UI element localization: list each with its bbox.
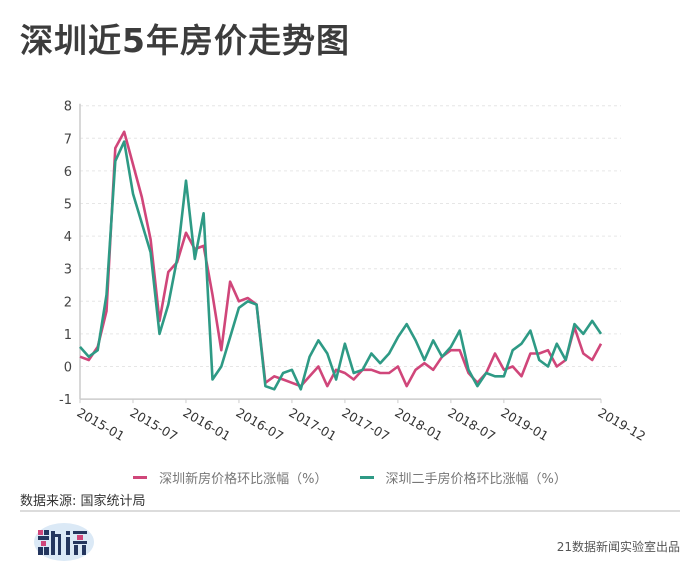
axes bbox=[79, 103, 601, 400]
second-hand-line bbox=[79, 140, 603, 391]
svg-text:8: 8 bbox=[64, 100, 72, 115]
svg-text:2019-01: 2019-01 bbox=[498, 405, 551, 444]
svg-text:-1: -1 bbox=[59, 393, 72, 408]
svg-text:2015-01: 2015-01 bbox=[75, 405, 128, 444]
legend-item-new-house[interactable]: 深圳新房价格环比涨幅（%） bbox=[133, 468, 328, 487]
legend-swatch-icon bbox=[359, 476, 374, 479]
svg-text:6: 6 bbox=[64, 165, 72, 180]
svg-text:2015-07: 2015-07 bbox=[127, 405, 180, 444]
y-axis-ticks: -1 0 1 2 3 4 5 6 7 8 bbox=[59, 100, 72, 408]
x-axis-ticks: 2015-01 2015-07 2016-01 2016-07 2017-01 2017-… bbox=[75, 399, 649, 444]
svg-text:2017-07: 2017-07 bbox=[339, 405, 392, 444]
svg-text:2018-07: 2018-07 bbox=[445, 405, 498, 444]
svg-text:5: 5 bbox=[64, 198, 72, 213]
svg-text:2016-07: 2016-07 bbox=[233, 405, 286, 444]
svg-text:2018-01: 2018-01 bbox=[392, 405, 445, 444]
svg-text:2: 2 bbox=[64, 295, 72, 310]
new-house-line bbox=[79, 130, 603, 388]
svg-text:2016-01: 2016-01 bbox=[180, 405, 233, 444]
data-source: 数据来源: 国家统计局 bbox=[20, 494, 146, 509]
svg-text:0: 0 bbox=[64, 361, 72, 376]
svg-text:3: 3 bbox=[64, 263, 72, 278]
chart-title: 深圳近5年房价走势图 bbox=[20, 21, 350, 60]
shudu-logo-icon bbox=[34, 523, 94, 561]
legend-swatch-icon bbox=[133, 476, 148, 479]
divider bbox=[20, 510, 680, 512]
line-chart: -1 0 1 2 3 4 5 6 7 8 2015-01 2015-07 2016-01 2016-07… bbox=[59, 100, 649, 444]
credit-text: 21数据新闻实验室出品 bbox=[556, 540, 680, 554]
svg-text:1: 1 bbox=[64, 328, 72, 343]
legend: 深圳新房价格环比涨幅（%） 深圳二手房价格环比涨幅（%） bbox=[0, 468, 700, 487]
svg-text:7: 7 bbox=[64, 132, 72, 147]
legend-label: 深圳二手房价格环比涨幅（%） bbox=[385, 472, 567, 487]
legend-item-second-hand[interactable]: 深圳二手房价格环比涨幅（%） bbox=[359, 468, 567, 487]
legend-label: 深圳新房价格环比涨幅（%） bbox=[159, 472, 328, 487]
svg-text:2019-12: 2019-12 bbox=[596, 405, 649, 444]
series-lines bbox=[79, 130, 603, 391]
svg-text:4: 4 bbox=[64, 230, 72, 245]
svg-text:2017-01: 2017-01 bbox=[286, 405, 339, 444]
